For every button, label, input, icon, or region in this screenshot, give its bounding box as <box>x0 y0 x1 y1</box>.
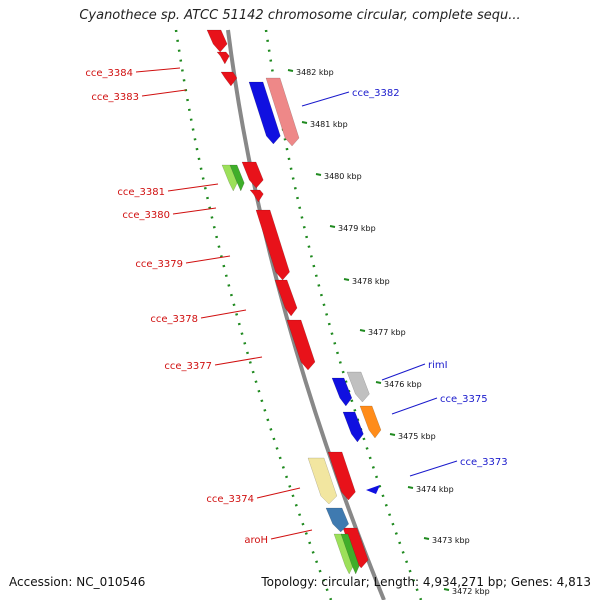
tick-label: 3474 kbp <box>416 485 454 494</box>
gene-label-left[interactable]: cce_3377 <box>164 361 212 372</box>
gene-label-left[interactable]: cce_3380 <box>122 210 170 221</box>
features <box>206 29 382 575</box>
gene-label-right[interactable]: cce_3382 <box>352 88 400 99</box>
tick-mark <box>423 537 430 540</box>
gene-label-left[interactable]: cce_3379 <box>135 259 183 270</box>
reverse-gene-1[interactable] <box>248 81 281 145</box>
forward-gene-6[interactable] <box>255 209 290 281</box>
leader-line <box>214 356 263 366</box>
gene-label-right[interactable]: cce_3373 <box>460 457 508 468</box>
track-borders <box>174 29 423 600</box>
tick-mark <box>407 486 414 489</box>
gene-label-left[interactable]: cce_3384 <box>85 68 133 79</box>
tick-label: 3477 kbp <box>368 328 406 337</box>
forward-gene-9[interactable] <box>327 451 356 501</box>
forward-gene-8[interactable] <box>286 319 316 371</box>
leader-line <box>301 91 350 107</box>
reverse-gene-3[interactable] <box>331 377 353 407</box>
tick-label: 3475 kbp <box>398 432 436 441</box>
tick-mark <box>375 381 382 384</box>
tick-mark <box>301 121 308 124</box>
leader-line <box>381 363 426 381</box>
tick-mark <box>443 588 450 591</box>
gene-label-left[interactable]: cce_3378 <box>150 314 198 325</box>
gene-label-left[interactable]: cce_3383 <box>91 92 139 103</box>
tick-label: 3478 kbp <box>352 277 390 286</box>
tick-label: 3481 kbp <box>310 120 348 129</box>
accession-text: Accession: NC_010546 <box>9 575 146 589</box>
forward-gene-5[interactable] <box>249 189 264 203</box>
tick-mark <box>389 433 396 436</box>
tick-label: 3473 kbp <box>432 536 470 545</box>
leader-line <box>391 397 438 415</box>
tick-mark <box>359 329 366 332</box>
forward-gene-1[interactable] <box>206 29 228 53</box>
chromosome-backbone <box>226 29 386 600</box>
leader-line <box>172 207 217 215</box>
tick-label: 3479 kbp <box>338 224 376 233</box>
other-gene-6[interactable] <box>340 533 360 575</box>
gene-label-right[interactable]: rimI <box>428 360 448 371</box>
tick-label: 3472 kbp <box>452 587 490 596</box>
leader-line <box>185 255 231 264</box>
tick-mark <box>343 278 350 281</box>
outer-track-border <box>174 29 333 600</box>
other-gene-4[interactable] <box>325 507 350 533</box>
other-gene-5[interactable] <box>333 533 354 575</box>
tick-label: 3476 kbp <box>384 380 422 389</box>
leader-line <box>256 487 301 499</box>
other-gene-2[interactable] <box>229 164 245 192</box>
leader-line <box>409 460 458 477</box>
reverse-gene-small <box>366 485 380 494</box>
leader-line <box>167 183 219 192</box>
other-gene-1[interactable] <box>221 164 238 192</box>
gene-label-left[interactable]: cce_3374 <box>206 494 254 505</box>
tick-mark <box>315 173 322 176</box>
tick-mark <box>287 69 294 72</box>
leader-line <box>200 309 247 319</box>
backbone <box>226 29 386 600</box>
tick-label: 3482 kbp <box>296 68 334 77</box>
leader-line <box>270 529 313 540</box>
gene-label-left[interactable]: cce_3381 <box>117 187 165 198</box>
forward-gene-7[interactable] <box>274 279 298 317</box>
leader-line <box>135 67 181 73</box>
gene-label-left[interactable]: aroH <box>244 535 268 546</box>
tick-label: 3480 kbp <box>324 172 362 181</box>
other-gene-3[interactable] <box>307 457 338 505</box>
forward-gene-3[interactable] <box>220 71 238 87</box>
map-title: Cyanothece sp. ATCC 51142 chromosome cir… <box>79 8 521 23</box>
reverse-gene-4[interactable] <box>346 371 370 403</box>
gene-label-right[interactable]: cce_3375 <box>440 394 488 405</box>
reverse-gene-5[interactable] <box>342 411 364 443</box>
gene-labels: cce_3384 cce_3383 cce_3381 cce_3380 cce_3379… <box>85 67 508 546</box>
forward-gene-2[interactable] <box>216 51 230 65</box>
forward-gene-4[interactable] <box>241 161 264 189</box>
topology-summary: Topology: circular; Length: 4,934,271 bp… <box>261 575 591 589</box>
tick-mark <box>329 225 336 228</box>
leader-line <box>141 89 187 97</box>
reverse-gene-2[interactable] <box>265 77 300 147</box>
reverse-gene-6[interactable] <box>359 405 382 439</box>
scale-ticks: 3482 kbp 3481 kbp 3480 kbp 3479 kbp 3478 kbp… <box>287 68 490 596</box>
